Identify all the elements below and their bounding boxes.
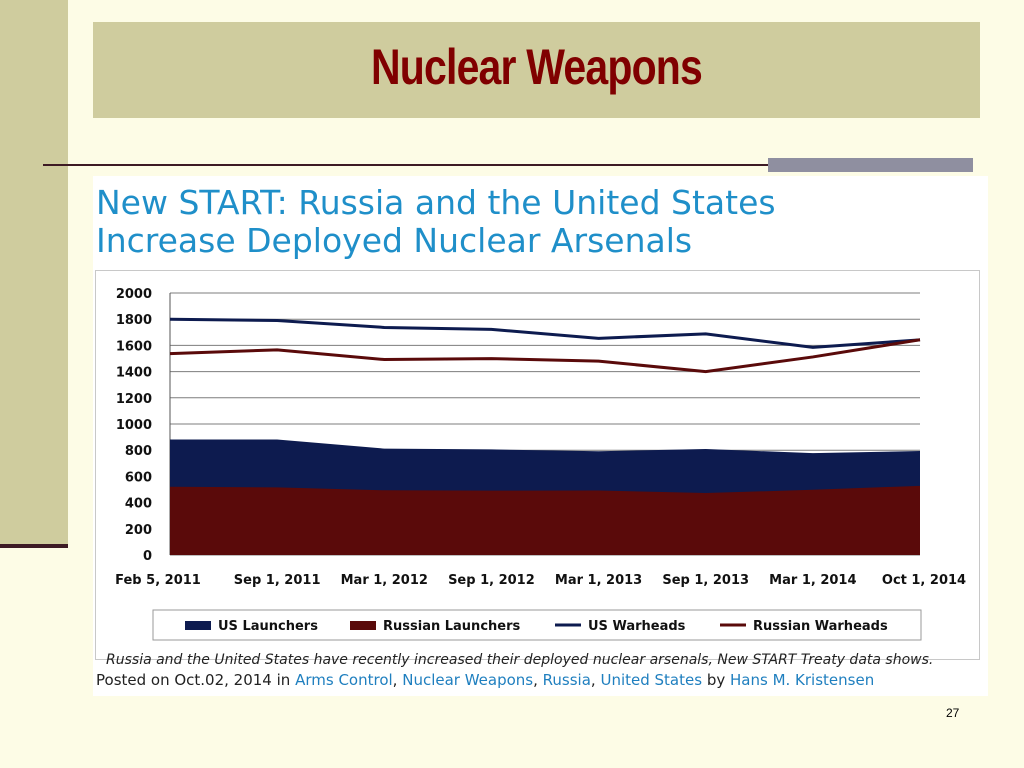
chart-heading-line2: Increase Deployed Nuclear Arsenals <box>96 221 693 260</box>
y-tick-label: 200 <box>125 523 152 538</box>
header-rule-block <box>768 158 973 172</box>
posted-line: Posted on Oct.02, 2014 in Arms Control, … <box>96 671 875 689</box>
y-tick-label: 1800 <box>116 313 152 328</box>
chart-heading-line1: New START: Russia and the United States <box>96 183 776 222</box>
link-united-states[interactable]: United States <box>600 671 703 689</box>
link-arms-control[interactable]: Arms Control <box>295 671 393 689</box>
legend-label: Russian Warheads <box>753 619 888 634</box>
legend-swatch <box>185 621 211 630</box>
chart-caption: Russia and the United States have recent… <box>106 652 934 668</box>
line-us-warheads <box>169 317 921 349</box>
x-tick-label: Sep 1, 2011 <box>234 573 321 588</box>
chart-heading: New START: Russia and the United States … <box>96 184 976 260</box>
line-russian-warheads <box>169 338 921 374</box>
legend-label: Russian Launchers <box>383 619 521 634</box>
x-tick-label: Mar 1, 2012 <box>341 573 428 588</box>
title-band <box>93 22 980 118</box>
header-rule <box>43 164 973 166</box>
x-tick-label: Mar 1, 2014 <box>769 573 856 588</box>
chart-svg: 0 200 400 600 800 1000 1200 1400 1600 1800 2000 Feb… <box>115 287 966 641</box>
y-tick-label: 1200 <box>116 392 152 407</box>
x-tick-label: Sep 1, 2013 <box>662 573 749 588</box>
legend-swatch <box>350 621 376 630</box>
y-tick-label: 400 <box>125 497 152 512</box>
posted-prefix: Posted on Oct.02, 2014 in <box>96 671 291 689</box>
area-russian-launchers <box>170 485 920 555</box>
posted-by: by <box>706 671 726 689</box>
y-tick-label: 1600 <box>116 339 152 354</box>
legend-label: US Launchers <box>218 619 318 634</box>
y-tick-label: 2000 <box>116 287 152 302</box>
x-tick-label: Sep 1, 2012 <box>448 573 535 588</box>
x-tick-label: Mar 1, 2013 <box>555 573 642 588</box>
slide-title: Nuclear Weapons <box>371 39 703 95</box>
link-author[interactable]: Hans M. Kristensen <box>730 671 875 689</box>
legend-box <box>152 609 922 641</box>
y-tick-label: 1400 <box>116 366 152 381</box>
page-number: 27 <box>946 706 960 720</box>
y-tick-label: 0 <box>143 549 152 564</box>
y-tick-label: 600 <box>125 470 152 485</box>
link-russia[interactable]: Russia <box>542 671 591 689</box>
legend-label: US Warheads <box>588 619 686 634</box>
left-accent-bar <box>0 0 68 546</box>
y-tick-label: 1000 <box>116 418 152 433</box>
x-tick-label: Feb 5, 2011 <box>115 573 201 588</box>
left-accent-rule <box>0 544 68 548</box>
x-tick-label: Oct 1, 2014 <box>882 573 966 588</box>
y-tick-label: 800 <box>125 444 152 459</box>
link-nuclear-weapons[interactable]: Nuclear Weapons <box>402 671 534 689</box>
